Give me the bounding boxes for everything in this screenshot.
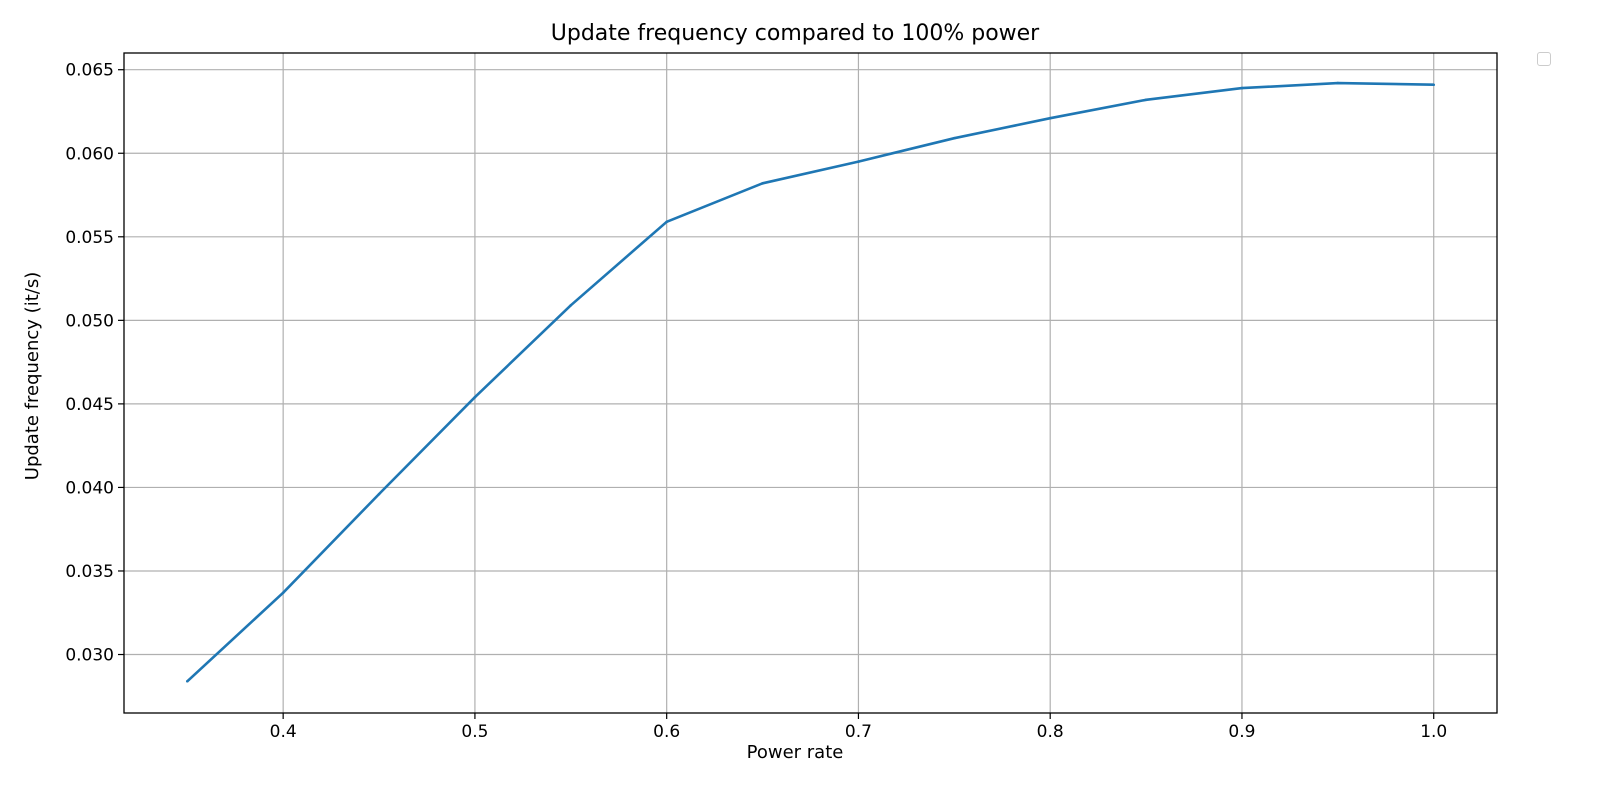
x-axis-ticks: 0.4 0.5 0.6 0.7 0.8 0.9 1.0 <box>270 713 1447 742</box>
data-point <box>953 136 956 140</box>
series-line <box>186 81 1434 683</box>
data-point <box>473 395 477 399</box>
data-point <box>1336 81 1340 85</box>
y-tick-label: 0.035 <box>65 562 114 582</box>
chart-title: Update frequency compared to 100% power <box>551 21 1040 46</box>
x-tick-label: 0.4 <box>270 722 297 742</box>
y-tick-label: 0.050 <box>65 311 114 331</box>
data-point <box>857 160 860 163</box>
y-tick-label: 0.040 <box>65 478 114 498</box>
data-point <box>281 591 285 594</box>
data-point <box>761 182 764 185</box>
y-tick-label: 0.045 <box>65 395 114 415</box>
y-tick-label: 0.060 <box>65 144 114 164</box>
data-point <box>1432 83 1436 87</box>
x-tick-label: 0.8 <box>1037 722 1064 742</box>
plot-frame <box>123 52 1498 714</box>
legend <box>1537 52 1551 66</box>
x-tick-label: 1.0 <box>1420 722 1447 742</box>
data-point <box>1048 116 1052 120</box>
data-point <box>377 492 381 496</box>
x-tick-label: 0.7 <box>845 722 872 742</box>
y-tick-label: 0.065 <box>65 61 114 81</box>
x-tick-label: 0.6 <box>653 722 680 742</box>
y-tick-label: 0.030 <box>65 646 114 666</box>
y-axis-ticks: 0.030 0.035 0.040 0.045 0.050 0.055 0.060 0.065 <box>65 61 124 666</box>
y-tick-label: 0.055 <box>65 228 114 248</box>
series-group <box>185 81 1436 683</box>
y-axis-label: Update frequency (it/s) <box>22 272 43 480</box>
x-tick-label: 0.5 <box>461 722 488 742</box>
data-point <box>665 220 668 224</box>
data-point <box>1240 86 1244 90</box>
x-axis-label: Power rate <box>747 742 844 763</box>
data-point <box>1144 98 1148 102</box>
data-point <box>569 304 573 307</box>
data-point <box>185 679 189 683</box>
grid <box>124 53 1497 713</box>
x-tick-label: 0.9 <box>1228 722 1255 742</box>
